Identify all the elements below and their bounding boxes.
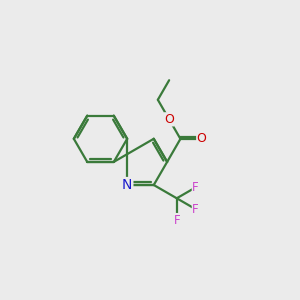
Text: O: O: [197, 132, 207, 146]
Text: O: O: [164, 113, 174, 126]
Text: F: F: [192, 181, 199, 194]
Text: F: F: [173, 214, 180, 226]
Text: F: F: [192, 203, 199, 216]
Text: N: N: [122, 178, 132, 192]
